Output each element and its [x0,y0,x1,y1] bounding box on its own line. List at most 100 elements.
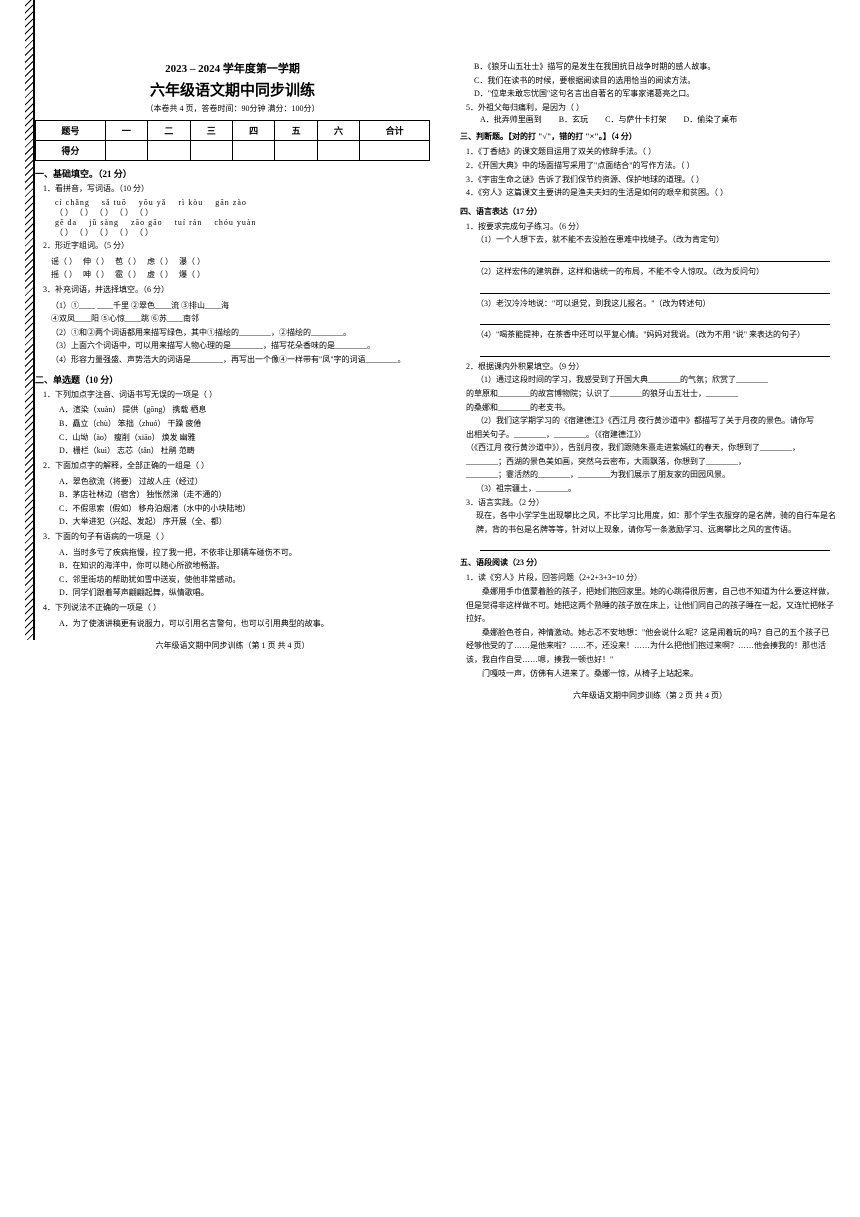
option: D．大举进犯（兴起、发起） 序开展（全、都） [35,515,430,529]
s4q3-stem: 3．语言实践。（2 分） [460,496,840,510]
option: C．我们在读书的时候，要根据阅读目的选用恰当的阅读方法。 [460,74,840,88]
s4q2-line: （3）祖宗疆土，________。 [460,482,840,496]
s4q1-item: （1）一个人想下去，就不能不去没脸在患难中找缝子。（改为肯定句） [460,233,840,247]
q1-stem: 1．看拼音，写词语。（10 分） [35,183,430,196]
section3-title: 三、判断题。【对的打 "√"，错的打 "×"。】（4 分） [460,131,840,142]
pinyin-item: gē da [55,218,77,227]
option: A．批弄帅里画到 [480,115,542,124]
pinyin-row: cí chǎng sǎ tuō yōu yǎ rì kòu gān zào [35,198,430,207]
table-header: 四 [232,121,274,141]
footer-left: 六年级语文期中同步训练（第 1 页 共 4 页） [35,640,430,651]
pinyin-item: tuí rán [175,218,203,227]
s2q3-stem: 3．下面的句子有语病的一项是（ ） [35,531,430,544]
char-pair: 谣（ ） [51,257,77,266]
option: D．偷染了桌布 [683,115,737,124]
s4q2-line: ________；西湖的景色美如画，突然乌云密布，大雨飘落，你想到了______… [460,455,840,469]
option: B．矗立（chù） 笨拙（zhuó） 干躁 疲倦 [35,417,430,431]
answer-blank [480,313,830,325]
table-row: 得分 [36,141,430,161]
passage-para: 门嘎吱一声，仿佛有人进来了。桑娜一惊，从椅子上站起来。 [460,667,840,681]
q3-stem: 3．补充词语，并选择填空。（6 分） [35,284,430,297]
s4q2-line: 出相关句子。________，________。（《宿建德江》） [460,428,840,442]
q2-stem: 2．形近字组词。（5 分） [35,240,430,253]
table-header: 题号 [36,121,106,141]
s4q2-stem: 2．根据课内外积累填空。（9 分） [460,360,840,374]
answer-blank [480,539,830,551]
s4q2-line: 的草原和________的故宫博物院；认识了________的狼牙山五壮士，__… [460,387,840,401]
answer-blank [480,345,830,357]
s4q1-item: （2）这样宏伟的建筑群，这样和谐统一的布局，不能不令人惊叹。（改为反问句） [460,265,840,279]
option: A．当时多亏了疾病拖慢，拉了我一把，不依非让那辆车碰伤不可。 [35,546,430,560]
passage-para: 桑娜用手巾值蒙着脸的孩子，把她们抱回家里。她的心跳得很厉害，自己也不知道为什么要… [460,585,840,626]
pinyin-item: rì kòu [178,198,203,207]
q3-line: （1）①____ ____千里 ②翠色____流 ③排山____海 [35,299,430,313]
judge-item: 3．《宇宙生命之谜》告诉了我们保节约资源、保护地球的道理。（ ） [460,173,840,187]
q3-line: （3）上面六个词语中，可以用来描写人物心理的是________，描写花朵香味的是… [35,339,430,353]
option: B．在知识的海洋中，你可以随心所欲地畅游。 [35,559,430,573]
s4q2-line: （1）通过这段时间的学习，我感受到了开国大典________的气氛；欣赏了___… [460,373,840,387]
judge-item: 4．《穷人》这篇课文主要讲的是渔夫夫妇的生活是如何的艰辛和贫困。（ ） [460,186,840,200]
exam-title: 六年级语文期中同步训练 [35,79,430,100]
option: A．翠色欲流（将要） 过故人庄（经过） [35,475,430,489]
option: B．玄玩 [559,115,588,124]
page-left: 2023 – 2024 学年度第一学期 六年级语文期中同步训练 （本卷共 4 页… [35,60,430,620]
answer-blank [480,282,830,294]
pinyin-item: cí chǎng [55,198,90,207]
option: C．不假思索（假如） 移舟泊烟渚（水中的小块陆地） [35,502,430,516]
char-blank-row: （ ） （ ） （ ） （ ） （ ） [35,227,430,238]
char-pair: 雹（ ） [115,270,141,279]
table-cell [232,141,274,161]
q5-stem: 5．外祖父每归痛利，是因为（ ） [460,101,840,115]
s2q2-stem: 2．下面加点字的解释，全部正确的一组是（ ） [35,460,430,473]
section4-title: 四、语言表达（17 分） [460,206,840,217]
passage-para: 桑娜脸色苍白，神情激动。她忐忑不安地想："他会说什么呢？这是闹着玩的吗？自己的五… [460,626,840,667]
option: D．同学们跟着琴声翩翩起舞，纵情歌唱。 [35,586,430,600]
page-right: B．《狼牙山五壮士》描写的是发生在我国抗日战争时期的感人故事。 C．我们在读书的… [460,60,840,620]
option: B．《狼牙山五壮士》描写的是发生在我国抗日战争时期的感人故事。 [460,60,840,74]
answer-blank [480,250,830,262]
score-table: 题号 一 二 三 四 五 六 合计 得分 [35,120,430,161]
footer-right: 六年级语文期中同步训练（第 2 页 共 4 页） [460,690,840,701]
option: B．茅店社林边（宿舍） 独怅然涕（走不通的） [35,488,430,502]
char-pair: 虑（ ） [147,257,173,266]
table-cell [148,141,190,161]
table-header: 二 [148,121,190,141]
pinyin-item: gān zào [215,198,247,207]
s4q2-line: 的桑娜和________的老支书。 [460,401,840,415]
s2q4-stem: 4．下列说法不正确的一项是（ ） [35,602,430,615]
table-header: 一 [105,121,147,141]
table-header: 得分 [36,141,106,161]
table-header: 合计 [360,121,430,141]
s4q2-line: （2）我们这学期学习的《宿建德江》《西江月 夜行黄沙道中》都描写了关于月夜的景色… [460,414,840,428]
q2-row: 摇（ ） 呻（ ） 雹（ ） 虚（ ） 爆（ ） [35,268,430,282]
section1-title: 一、基础填空。（21 分） [35,167,430,180]
pinyin-item: yōu yǎ [139,198,167,207]
pinyin-item: chóu yuàn [214,218,256,227]
s4q2-line: （《西江月 夜行黄沙道中》），告别月夜，我们跟随朱熹走进紫嫣红的春天，你想到了_… [460,441,840,455]
table-cell [317,141,359,161]
exam-subtitle: （本卷共 4 页，答卷时间：90分钟 满分：100分） [35,103,430,114]
option: C．与萨什卡打架 [605,115,666,124]
year-line: 2023 – 2024 学年度第一学期 [35,60,430,76]
table-header: 六 [317,121,359,141]
s2q1-stem: 1．下列加点字注音、词语书写无误的一项是（ ） [35,389,430,402]
s5q1-stem: 1．读《穷人》片段，回答问题（2+2+3+3=10 分） [460,571,840,585]
table-header: 三 [190,121,232,141]
s4q2-line: ________；霎活然的________，________为我们展示了朋友家的… [460,468,840,482]
char-blank-row: （ ） （ ） （ ） （ ） （ ） [35,207,430,218]
char-pair: 伸（ ） [83,257,109,266]
q3-line: ④双凤____阳 ⑤心惊____跳 ⑥苏____南邻 [35,312,430,326]
s4q1-stem: 1．按要求完成句子练习。（6 分） [460,220,840,234]
option: C．邻里街坊的帮助犹如雪中送炭，使他非常感动。 [35,573,430,587]
binding-hatch [25,0,35,640]
table-cell [360,141,430,161]
pinyin-item: zāo gāo [131,218,163,227]
option: C．山坳（ào） 瘦削（xiāo） 焕发 幽雅 [35,431,430,445]
char-pair: 瀑（ ） [179,257,205,266]
char-pair: 苞（ ） [115,257,141,266]
table-cell [105,141,147,161]
option: D．栅栏（kuì） 志芯（tǎn） 杜鹃 范畴 [35,444,430,458]
option: A．渲染（xuàn） 提供（gōng） 携载 栖息 [35,403,430,417]
judge-item: 1．《丁香结》的课文题目运用了双关的修辞手法。（ ） [460,145,840,159]
exam-header: 2023 – 2024 学年度第一学期 六年级语文期中同步训练 （本卷共 4 页… [35,60,430,114]
